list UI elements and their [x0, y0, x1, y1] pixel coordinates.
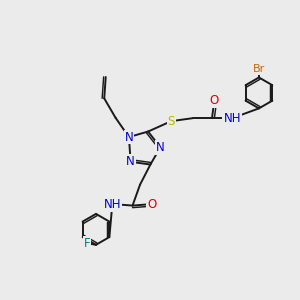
- Text: N: N: [124, 130, 133, 144]
- Text: S: S: [168, 115, 175, 128]
- Text: Br: Br: [253, 64, 265, 74]
- Text: N: N: [156, 141, 165, 154]
- Text: N: N: [126, 155, 135, 168]
- Text: NH: NH: [103, 198, 121, 211]
- Text: O: O: [147, 198, 157, 211]
- Text: NH: NH: [224, 112, 241, 125]
- Text: F: F: [84, 237, 90, 250]
- Text: O: O: [210, 94, 219, 107]
